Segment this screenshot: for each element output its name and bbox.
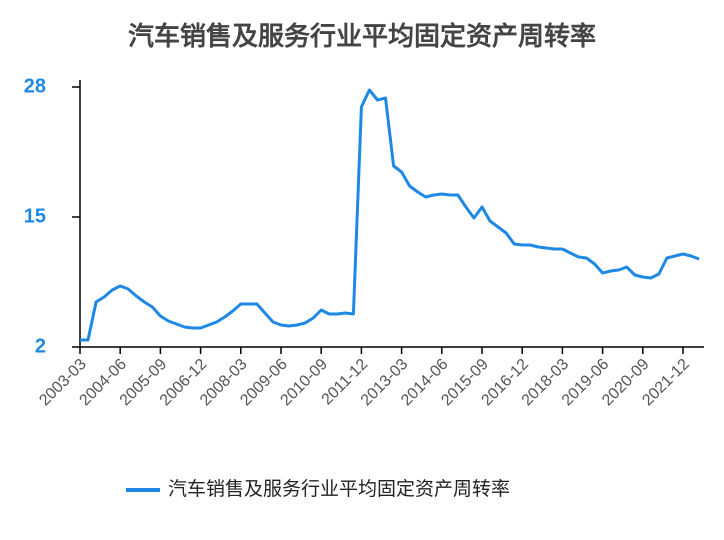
y-tick-label: 28: [24, 75, 46, 97]
line-series: [80, 88, 700, 342]
y-tick-label: 15: [24, 205, 46, 227]
legend-label: 汽车销售及服务行业平均固定资产周转率: [168, 478, 510, 500]
y-tick-label: 2: [35, 335, 46, 357]
chart-title: 汽车销售及服务行业平均固定资产周转率: [128, 21, 596, 51]
